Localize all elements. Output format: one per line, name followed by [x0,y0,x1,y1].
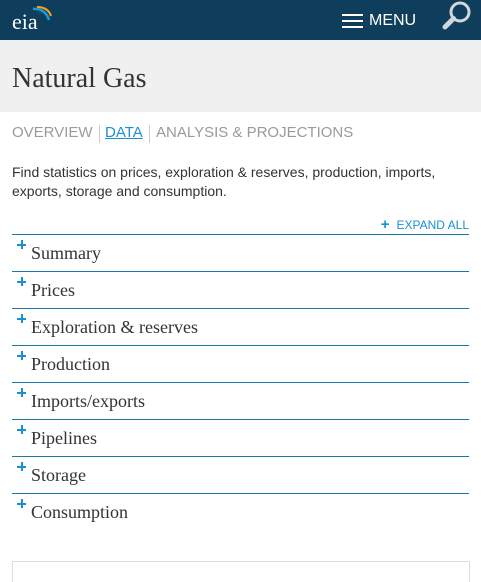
tab-data[interactable]: DATA [105,124,143,141]
search-button[interactable] [440,0,476,34]
title-band [0,40,481,112]
menu-button[interactable]: MENU [340,8,422,32]
plus-icon [17,277,26,286]
expand-all-label: EXPAND ALL [396,218,469,232]
tab-analysis-projections[interactable]: ANALYSIS & PROJECTIONS [156,124,354,141]
plus-icon [17,314,26,323]
accordion-list: Summary Prices Exploration & reserves Pr… [12,234,469,530]
plus-icon [17,388,26,397]
eia-logo[interactable]: eia [12,6,52,34]
logo-arc-icon [32,6,52,21]
accordion-item-summary[interactable]: Summary [12,234,469,271]
plus-icon: + [380,216,390,233]
accordion-item-exploration-reserves[interactable]: Exploration & reserves [12,308,469,345]
plus-icon [17,351,26,360]
accordion-item-storage[interactable]: Storage [12,456,469,493]
accordion-item-label: Imports/exports [31,391,145,411]
tab-overview[interactable]: OVERVIEW [12,124,93,141]
content-panel-edge [12,561,470,582]
magnifier-icon [442,1,471,30]
accordion-item-label: Prices [31,280,75,300]
accordion-item-label: Storage [31,465,86,485]
plus-icon [17,499,26,508]
page-title: Natural Gas [12,63,147,94]
accordion-item-pipelines[interactable]: Pipelines [12,419,469,456]
plus-icon [17,425,26,434]
menu-label: MENU [369,12,417,29]
accordion-item-label: Pipelines [31,428,97,448]
accordion-item-label: Consumption [31,502,129,522]
top-navigation-bar: eia MENU [0,0,481,40]
plus-icon [17,462,26,471]
accordion-item-prices[interactable]: Prices [12,271,469,308]
accordion-item-label: Summary [31,243,101,263]
accordion-item-label: Exploration & reserves [31,317,198,337]
tab-divider [99,125,100,143]
expand-all-button[interactable]: + EXPAND ALL [381,217,469,233]
intro-text: Find statistics on prices, exploration &… [12,164,436,199]
hamburger-icon [342,14,363,28]
logo-text: eia [12,9,38,34]
accordion-item-consumption[interactable]: Consumption [12,493,469,530]
tab-divider [149,125,150,143]
accordion-item-production[interactable]: Production [12,345,469,382]
accordion-item-imports-exports[interactable]: Imports/exports [12,382,469,419]
plus-icon [17,240,26,249]
accordion-item-label: Production [31,354,110,374]
